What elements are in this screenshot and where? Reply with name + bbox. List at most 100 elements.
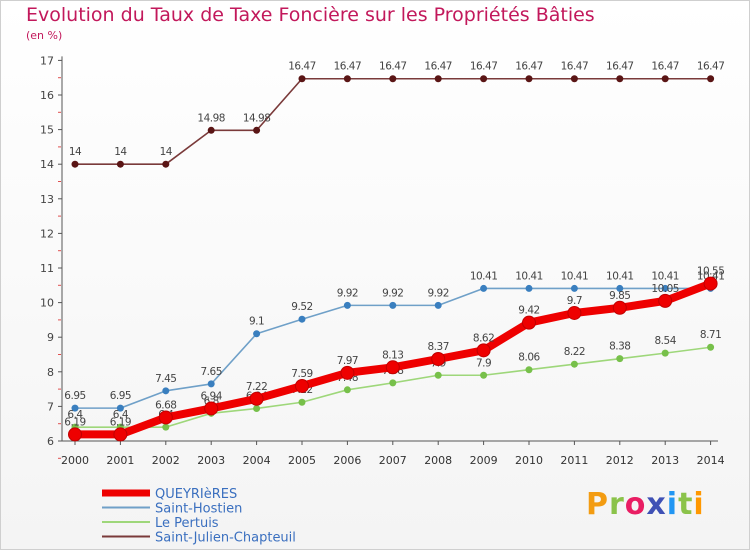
data-point: [71, 404, 79, 412]
data-point: [661, 75, 669, 83]
data-label: 16.47: [606, 61, 634, 73]
data-point: [389, 379, 397, 387]
x-tick-label: 2008: [424, 454, 452, 467]
data-label: 9.52: [291, 301, 312, 313]
data-label: 14.98: [243, 112, 271, 124]
chart-title: Evolution du Taux de Taxe Foncière sur l…: [26, 4, 595, 26]
x-tick-label: 2014: [697, 454, 725, 467]
logo-letter: x: [646, 487, 667, 522]
data-label: 10.05: [651, 283, 679, 295]
data-point: [570, 284, 578, 292]
data-point: [298, 398, 306, 406]
data-point: [661, 284, 669, 292]
x-tick-label: 2013: [651, 454, 679, 467]
data-label: 6.94: [201, 390, 223, 402]
legend-label: Saint-Julien-Chapteuil: [155, 531, 296, 546]
data-point: [476, 343, 491, 358]
logo-letter: o: [624, 487, 647, 522]
y-tick-label: 14: [40, 158, 54, 171]
data-point: [295, 378, 309, 393]
data-label: 10.41: [470, 270, 498, 282]
data-point: [162, 387, 170, 395]
data-label: 10.41: [515, 270, 543, 282]
data-point: [434, 371, 442, 379]
data-label: 16.47: [379, 61, 407, 73]
data-label: 8.13: [382, 349, 403, 361]
data-label: 9.92: [337, 287, 358, 299]
data-label: 7.45: [155, 373, 176, 385]
data-point: [612, 300, 627, 315]
data-point: [162, 160, 170, 168]
logo-letter: i: [666, 487, 679, 522]
data-point: [253, 404, 261, 412]
data-point: [207, 126, 215, 134]
x-tick-label: 2000: [61, 454, 89, 467]
data-point: [525, 366, 533, 374]
x-tick-label: 2009: [470, 454, 498, 467]
data-point: [298, 315, 306, 323]
data-point: [253, 330, 261, 338]
x-tick-label: 2006: [333, 454, 361, 467]
data-label: 9.92: [382, 287, 403, 299]
data-label: 8.38: [609, 341, 630, 353]
x-tick-label: 2002: [152, 454, 180, 467]
data-label: 8.62: [473, 332, 494, 344]
data-point: [431, 351, 446, 366]
data-label: 7.65: [201, 366, 222, 378]
data-point: [249, 391, 264, 406]
data-point: [343, 75, 351, 83]
data-label: 10.41: [697, 270, 725, 282]
y-axis-unit: (en %): [26, 29, 63, 42]
data-label: 14: [160, 146, 173, 158]
data-label: 10.41: [606, 270, 634, 282]
data-point: [480, 371, 488, 379]
data-point: [703, 276, 718, 291]
data-point: [343, 301, 351, 309]
data-point: [661, 349, 669, 357]
logo-letter: P: [586, 487, 609, 522]
data-point: [113, 427, 128, 442]
logo-letter: r: [609, 487, 625, 522]
data-point: [616, 75, 624, 83]
data-point: [570, 75, 578, 83]
x-tick-label: 2011: [560, 454, 588, 467]
data-label: 6.19: [110, 416, 131, 428]
data-point: [616, 284, 624, 292]
data-label: 9.42: [518, 305, 539, 317]
y-tick-label: 13: [40, 193, 54, 206]
y-tick-label: 6: [47, 435, 54, 448]
data-label: 6.4: [67, 409, 83, 421]
data-point: [480, 284, 488, 292]
data-point: [158, 410, 173, 425]
data-point: [340, 365, 355, 380]
y-tick-label: 12: [40, 227, 54, 240]
data-label: 16.47: [424, 61, 452, 73]
y-tick-label: 9: [47, 331, 54, 344]
data-label: 16.47: [651, 61, 679, 73]
y-tick-label: 16: [40, 89, 54, 102]
data-point: [525, 75, 533, 83]
x-tick-label: 2007: [379, 454, 407, 467]
logo-letter: i: [693, 487, 705, 522]
y-tick-label: 10: [40, 297, 54, 310]
data-point: [570, 360, 578, 368]
data-label: 14.98: [197, 112, 225, 124]
x-tick-label: 2010: [515, 454, 543, 467]
data-point: [68, 427, 82, 442]
data-label: 9.92: [428, 287, 449, 299]
series-queyri-res: 6.19 6.19 6.68 6.94 7.22 7.59 7.97 8.13 8.37 8.62…: [64, 266, 725, 442]
data-point: [253, 126, 261, 134]
data-point: [385, 360, 400, 375]
data-label: 10.41: [561, 270, 589, 282]
data-point: [616, 355, 624, 363]
logo-letter: t: [678, 487, 694, 522]
data-point: [204, 401, 219, 416]
proxiti-logo: Proxiti: [586, 487, 705, 522]
data-point: [207, 380, 215, 388]
y-tick-label: 15: [40, 124, 54, 137]
legend-label: Le Pertuis: [155, 516, 219, 531]
data-label: 7.9: [476, 357, 491, 369]
data-label: 9.1: [249, 316, 264, 328]
x-tick-label: 2001: [106, 454, 134, 467]
